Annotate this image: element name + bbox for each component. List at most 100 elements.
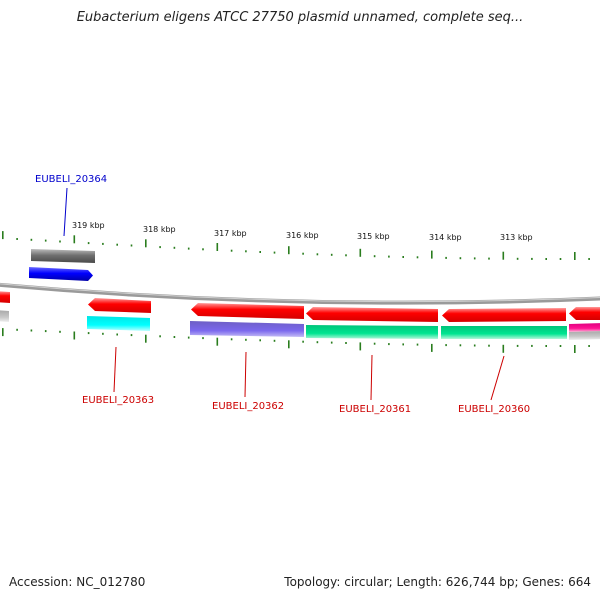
minor-tick	[302, 252, 304, 255]
major-tick	[574, 345, 576, 353]
tick-label: 319 kbp	[72, 221, 105, 230]
tick-label: 316 kbp	[286, 231, 319, 240]
minor-tick	[330, 341, 333, 344]
gene-left-edge-red[interactable]	[0, 291, 10, 303]
major-tick	[359, 342, 362, 351]
major-tick	[2, 231, 4, 240]
minor-tick	[259, 339, 261, 342]
minor-tick	[388, 255, 390, 258]
accession-text: Accession: NC_012780	[9, 575, 146, 589]
minor-tick	[44, 330, 47, 333]
gene-label-EUBELI_20362[interactable]: EUBELI_20362	[212, 401, 284, 412]
major-tick	[145, 239, 147, 248]
minor-tick	[459, 257, 462, 260]
minor-tick	[30, 329, 33, 332]
minor-tick	[559, 345, 562, 347]
minor-tick	[345, 342, 347, 344]
gene-label-EUBELI_20361[interactable]: EUBELI_20361	[339, 404, 411, 415]
major-tick	[288, 340, 290, 349]
gene-label-EUBELI_20364[interactable]: EUBELI_20364	[35, 174, 107, 185]
minor-tick	[588, 258, 590, 260]
minor-tick	[473, 257, 476, 260]
minor-tick	[545, 345, 547, 347]
minor-tick	[516, 257, 519, 260]
minor-tick	[473, 344, 476, 347]
minor-tick	[402, 256, 404, 258]
minor-tick	[416, 256, 419, 259]
minor-tick	[373, 342, 376, 345]
minor-tick	[16, 238, 18, 240]
minor-tick	[116, 333, 118, 336]
major-tick	[574, 252, 576, 260]
major-tick	[145, 334, 147, 343]
minor-tick	[273, 339, 276, 342]
major-tick	[502, 251, 505, 260]
minor-tick	[130, 244, 133, 247]
genome-backbone	[0, 282, 600, 305]
minor-tick	[59, 240, 61, 243]
minor-tick	[173, 246, 176, 249]
minor-tick	[245, 338, 247, 341]
major-tick	[359, 248, 362, 257]
map-title: Eubacterium eligens ATCC 27750 plasmid u…	[76, 10, 524, 25]
gene-label-EUBELI_20363[interactable]: EUBELI_20363	[82, 395, 154, 406]
minor-tick	[545, 258, 547, 260]
gene-EUBELI_20360[interactable]	[442, 308, 566, 322]
minor-tick	[445, 344, 447, 347]
minor-tick	[87, 332, 90, 335]
minor-tick	[459, 344, 462, 347]
tick-label: 317 kbp	[214, 229, 247, 238]
minor-tick	[116, 243, 118, 246]
minor-tick	[416, 343, 419, 346]
minor-tick	[488, 257, 490, 260]
major-tick	[2, 328, 4, 337]
minor-tick	[230, 249, 233, 252]
major-tick	[431, 250, 433, 259]
minor-tick	[373, 255, 376, 258]
minor-tick	[273, 251, 276, 254]
minor-tick	[173, 336, 176, 338]
gene-blue-cds[interactable]	[29, 267, 93, 281]
minor-tick	[187, 247, 190, 250]
minor-tick	[345, 254, 347, 257]
minor-tick	[59, 330, 61, 333]
minor-tick	[159, 335, 161, 338]
minor-tick	[531, 257, 533, 260]
major-tick	[431, 343, 433, 352]
major-tick	[216, 243, 219, 251]
cog-bars	[0, 310, 600, 340]
genome-summary-text: Topology: circular; Length: 626,744 bp; …	[284, 575, 591, 589]
gene-EUBELI_20363[interactable]	[88, 298, 151, 313]
tick-labels: 319 kbp 318 kbp 317 kbp 316 kbp 315 kbp …	[72, 221, 533, 242]
minor-tick	[531, 344, 533, 347]
minor-tick	[316, 341, 319, 344]
gene-right-edge-red[interactable]	[569, 307, 600, 320]
inner-tick-ring	[2, 328, 590, 353]
gene-EUBELI_20364[interactable]	[31, 249, 95, 263]
minor-tick	[202, 248, 204, 251]
minor-tick	[102, 242, 104, 245]
minor-tick	[330, 253, 333, 256]
major-tick	[288, 246, 290, 255]
minor-tick	[245, 250, 247, 253]
gene-label-EUBELI_20360[interactable]: EUBELI_20360	[458, 404, 530, 415]
minor-tick	[44, 239, 47, 242]
minor-tick	[559, 258, 562, 260]
gene-EUBELI_20362[interactable]	[191, 303, 304, 319]
minor-tick	[16, 328, 18, 331]
minor-tick	[516, 344, 519, 347]
minor-tick	[159, 246, 161, 249]
tick-label: 315 kbp	[357, 232, 390, 241]
minor-tick	[388, 343, 390, 346]
major-tick	[73, 331, 76, 340]
minor-tick	[187, 336, 190, 339]
minor-tick	[402, 343, 404, 346]
minor-tick	[30, 238, 33, 241]
major-tick	[216, 337, 219, 346]
gene-EUBELI_20361[interactable]	[306, 307, 438, 322]
major-tick	[502, 344, 505, 353]
outer-tick-ring	[2, 231, 590, 260]
minor-tick	[302, 340, 304, 343]
minor-tick	[445, 256, 447, 259]
